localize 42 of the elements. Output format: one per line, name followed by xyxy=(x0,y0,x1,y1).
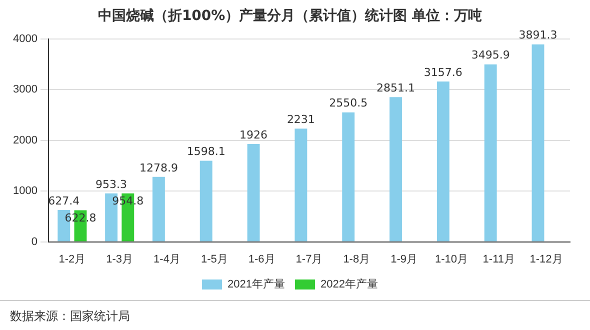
data-label: 2550.5 xyxy=(329,96,368,110)
bar xyxy=(532,44,544,242)
bar xyxy=(390,97,402,242)
bar xyxy=(484,64,497,242)
y-tick-label: 1000 xyxy=(12,185,38,198)
data-label: 3495.9 xyxy=(471,48,510,62)
x-tick-label: 1-5月 xyxy=(200,253,228,266)
y-tick-label: 3000 xyxy=(12,84,38,96)
legend-label: 2021年产量 xyxy=(228,278,286,291)
source-note: 数据来源：国家统计局 xyxy=(10,308,130,325)
data-label: 2231 xyxy=(286,112,315,126)
data-label: 1278.9 xyxy=(139,161,178,174)
y-tick-label: 0 xyxy=(31,236,38,248)
x-tick-label: 1-7月 xyxy=(296,253,323,266)
x-tick-label: 1-4月 xyxy=(154,253,180,266)
data-label: 627.4 xyxy=(48,194,80,208)
x-tick-label: 1-8月 xyxy=(343,253,370,266)
data-label: 1926 xyxy=(240,128,268,142)
x-tick-label: 1-6月 xyxy=(248,253,276,266)
x-tick-label: 1-11月 xyxy=(482,253,515,266)
x-tick-label: 1-2月 xyxy=(58,253,86,266)
data-label: 3891.3 xyxy=(518,28,558,42)
bar xyxy=(436,82,450,242)
data-label: 622.8 xyxy=(64,212,96,225)
data-label: 954.8 xyxy=(112,194,144,208)
bar xyxy=(342,112,355,242)
x-tick-label: 1-3月 xyxy=(106,253,134,266)
data-label: 2851.1 xyxy=(376,81,416,94)
x-tick-label: 1-9月 xyxy=(390,253,418,266)
bar xyxy=(152,176,165,242)
y-tick-label: 2000 xyxy=(12,134,38,146)
bar xyxy=(294,128,308,242)
bar xyxy=(200,160,212,242)
bar xyxy=(247,144,260,242)
y-tick-label: 4000 xyxy=(12,32,38,45)
x-tick-label: 1-10月 xyxy=(434,253,468,266)
chart-title: 中国烧碱（折100%）产量分月（累计值）统计图 单位：万吨 xyxy=(98,7,482,24)
data-label: 953.3 xyxy=(96,178,128,191)
x-tick-label: 1-12月 xyxy=(530,253,563,266)
legend-label: 2022年产量 xyxy=(320,278,378,291)
data-label: 3157.6 xyxy=(424,66,462,79)
data-label: 1598.1 xyxy=(186,145,226,158)
